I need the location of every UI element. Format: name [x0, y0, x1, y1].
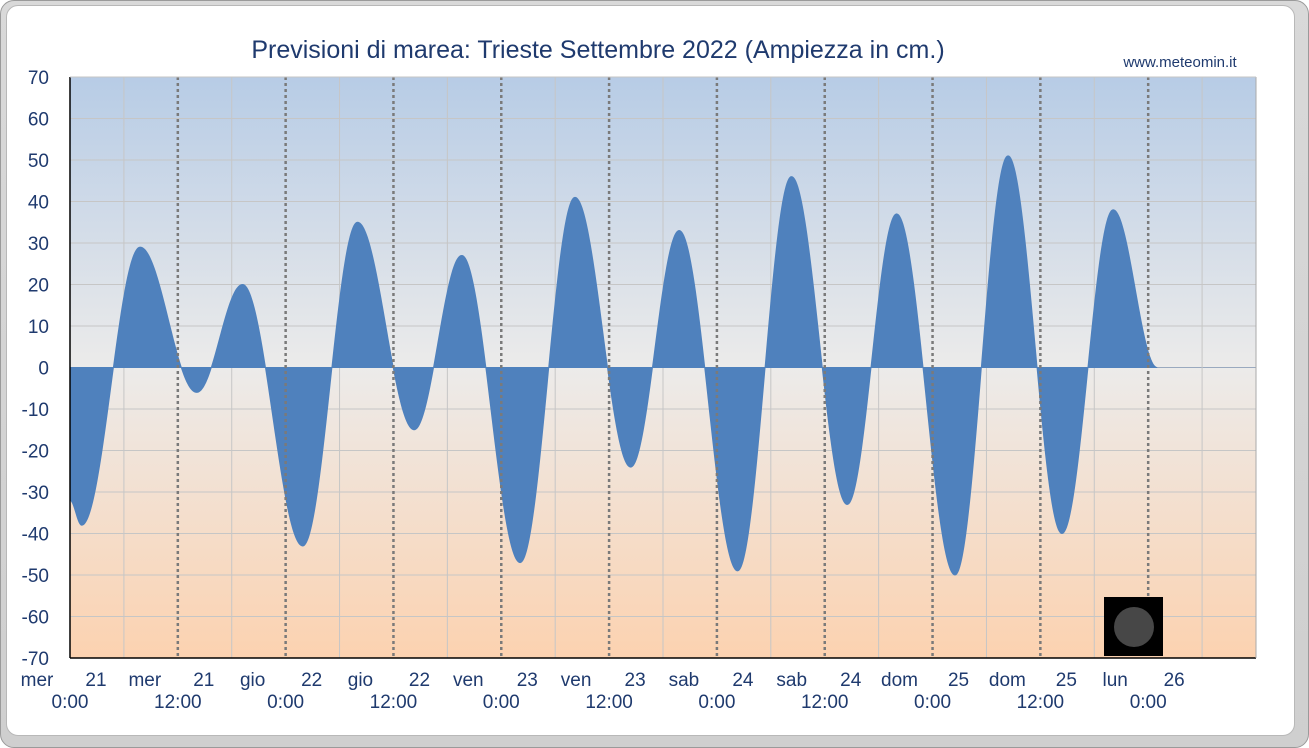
x-tick-time: 0:00	[483, 692, 520, 713]
x-tick-date: 25	[1056, 670, 1077, 691]
x-tick-day: mer	[21, 670, 54, 691]
y-tick-label: 40	[28, 193, 49, 214]
x-tick-day: mer	[128, 670, 161, 691]
y-tick-label: -10	[22, 400, 49, 421]
x-tick-time: 12:00	[801, 692, 849, 713]
y-tick-label: 70	[28, 68, 49, 89]
y-tick-label: -50	[22, 566, 49, 587]
y-tick-label: -20	[22, 442, 49, 463]
y-tick-label: -30	[22, 483, 49, 504]
axes	[69, 76, 1257, 659]
y-tick-label: 30	[28, 234, 49, 255]
x-tick-date: 23	[517, 670, 538, 691]
x-tick-time: 0:00	[698, 692, 735, 713]
x-tick-time: 12:00	[370, 692, 418, 713]
x-tick-day: dom	[989, 670, 1026, 691]
x-tick-day: ven	[453, 670, 484, 691]
x-tick-date: 24	[840, 670, 862, 691]
x-tick-day: sab	[776, 670, 807, 691]
source-label: www.meteomin.it	[1122, 54, 1237, 71]
x-tick-day: gio	[348, 670, 373, 691]
y-tick-label: -60	[22, 608, 49, 629]
moon-phase-icon	[1104, 597, 1163, 656]
chart-title: Previsioni di marea: Trieste Settembre 2…	[251, 36, 944, 64]
day-divider-lines	[176, 77, 1150, 658]
x-tick-date: 26	[1164, 670, 1185, 691]
x-tick-day: ven	[561, 670, 592, 691]
x-tick-time: 12:00	[585, 692, 633, 713]
x-tick-time: 12:00	[1017, 692, 1065, 713]
x-tick-date: 25	[948, 670, 969, 691]
x-tick-date: 22	[409, 670, 430, 691]
y-tick-label: 60	[28, 110, 49, 131]
y-tick-label: 0	[38, 359, 49, 380]
y-tick-label: -40	[22, 525, 49, 546]
x-tick-date: 21	[85, 670, 106, 691]
x-tick-day: sab	[669, 670, 700, 691]
x-tick-time: 0:00	[267, 692, 304, 713]
x-tick-day: lun	[1103, 670, 1128, 691]
y-tick-labels: 70 60 50 40 30 20 10 0 -10 -20 -30 -40 -50 -60 -70	[22, 68, 49, 670]
x-tick-time: 0:00	[1130, 692, 1167, 713]
x-tick-time: 0:00	[914, 692, 951, 713]
x-tick-day: dom	[881, 670, 918, 691]
x-tick-date: 23	[625, 670, 646, 691]
y-tick-label: 20	[28, 276, 49, 297]
x-tick-time: 0:00	[52, 692, 89, 713]
x-tick-time: 12:00	[154, 692, 202, 713]
y-tick-label: 50	[28, 151, 49, 172]
new-moon-disc	[1114, 607, 1154, 647]
x-tick-day: gio	[240, 670, 265, 691]
y-tick-label: -70	[22, 649, 49, 670]
tide-area-series	[69, 155, 1158, 576]
x-tick-date: 22	[301, 670, 322, 691]
y-tick-label: 10	[28, 317, 49, 338]
x-tick-date: 24	[732, 670, 754, 691]
x-tick-date: 21	[193, 670, 214, 691]
